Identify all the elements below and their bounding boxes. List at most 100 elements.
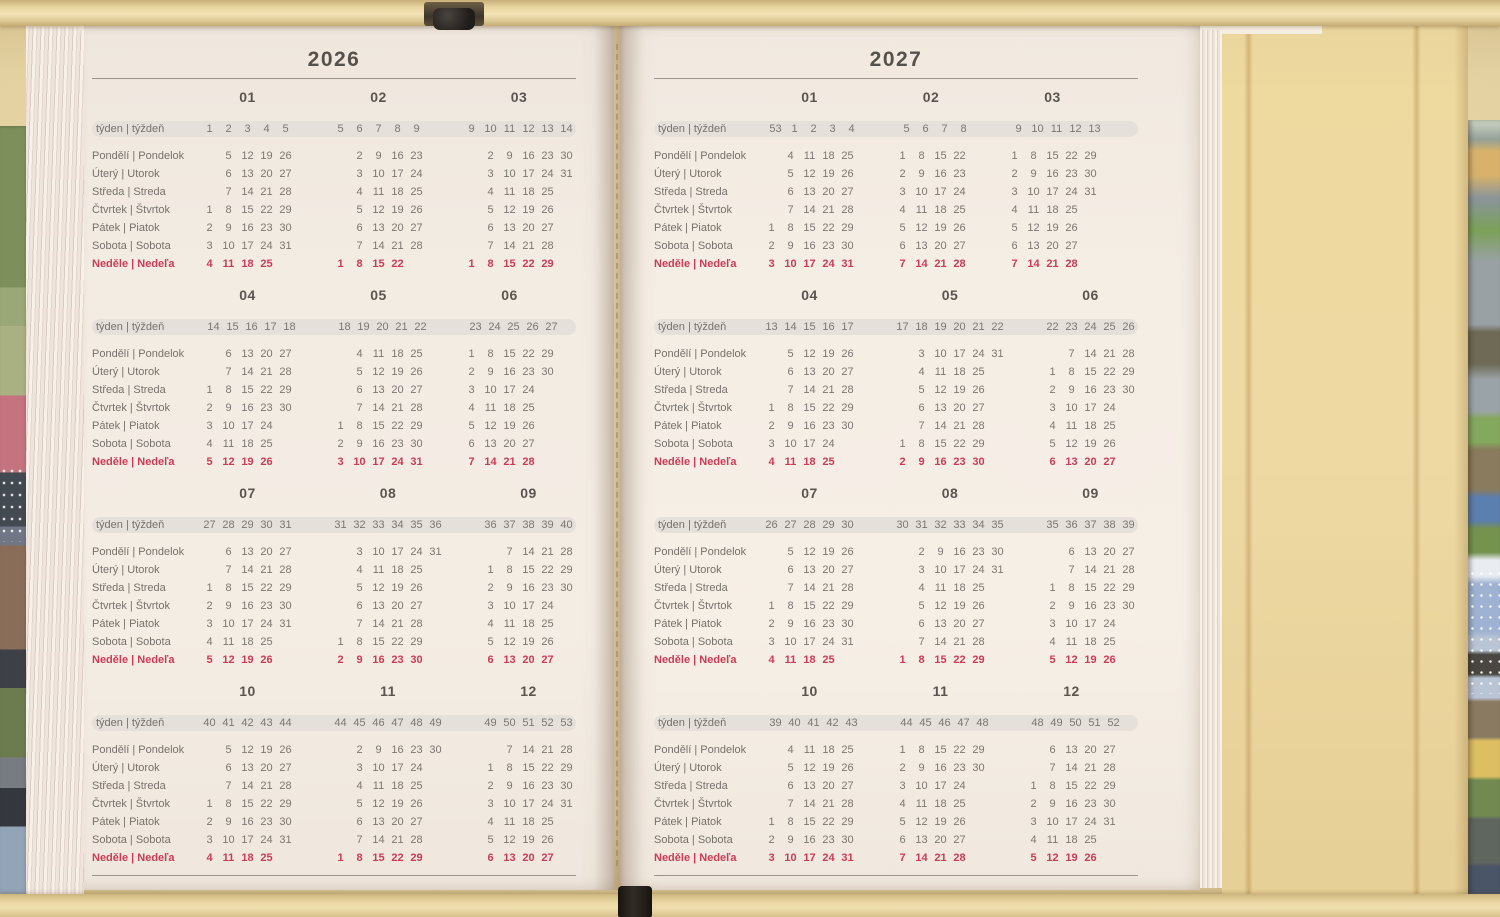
day-cell: 23 xyxy=(260,600,273,612)
day-cell: 22 xyxy=(822,600,835,612)
day-cell xyxy=(1043,543,1062,561)
day-cell xyxy=(557,813,576,831)
week-cell: 20 xyxy=(376,321,389,333)
cover-top-edge xyxy=(0,0,1500,26)
day-cell xyxy=(893,345,912,363)
week-cell: 30 xyxy=(260,519,273,531)
day-cell: 11 xyxy=(372,186,385,198)
day-cell: 22 xyxy=(260,798,273,810)
day-cell: 3 xyxy=(899,780,906,792)
day-label: Čtvrtek | Štvrtok xyxy=(654,798,733,810)
day-cell: 20 xyxy=(260,168,273,180)
day-cell xyxy=(538,381,557,399)
day-cell: 16 xyxy=(803,420,816,432)
week-cell: 35 xyxy=(1046,519,1059,531)
day-cell: 26 xyxy=(541,636,554,648)
day-cell: 11 xyxy=(784,654,797,666)
day-row: Pátek | Piatok 2 9 16 23 30 6 13 20 27 6 13 20 27 xyxy=(92,219,614,237)
day-cell xyxy=(331,201,350,219)
day-cell: 13 xyxy=(241,546,254,558)
day-cell: 13 xyxy=(503,222,516,234)
week-number-row: týden | týždeň 27 28 29 30 31 31 32 33 34 35 36 36 37… xyxy=(92,517,576,533)
week-cell: 39 xyxy=(1122,519,1135,531)
day-cell xyxy=(988,381,1007,399)
day-cell: 29 xyxy=(279,582,292,594)
day-cell xyxy=(969,831,988,849)
day-cell: 21 xyxy=(822,582,835,594)
day-cell: 5 xyxy=(487,636,494,648)
day-cell: 9 xyxy=(225,402,232,414)
week-cell: 33 xyxy=(953,519,966,531)
month-days-grid: 2 9 16 23 30 xyxy=(762,615,857,633)
day-cell: 19 xyxy=(503,420,516,432)
day-cell: 25 xyxy=(1103,420,1116,432)
week-cell: 35 xyxy=(410,519,423,531)
week-cell: 52 xyxy=(1107,717,1120,729)
day-label: Pátek | Piatok xyxy=(92,420,160,432)
day-cell: 15 xyxy=(934,744,947,756)
day-cell: 16 xyxy=(803,240,816,252)
day-cell: 14 xyxy=(241,564,254,576)
day-cell: 16 xyxy=(934,762,947,774)
day-cell: 28 xyxy=(279,564,292,576)
day-cell: 21 xyxy=(391,834,404,846)
day-cell: 31 xyxy=(841,258,854,270)
day-label: Čtvrtek | Štvrtok xyxy=(92,600,171,612)
day-cell: 27 xyxy=(972,402,985,414)
day-cell: 24 xyxy=(822,438,835,450)
week-cell: 5 xyxy=(903,123,910,135)
day-cell: 24 xyxy=(260,834,273,846)
week-cell: 31 xyxy=(279,519,292,531)
day-row: Pátek | Piatok 1 8 15 22 29 5 12 19 26 3 10 17 24 31 xyxy=(654,813,1200,831)
week-cell: 42 xyxy=(826,717,839,729)
day-cell xyxy=(200,759,219,777)
week-cell: 44 xyxy=(334,717,347,729)
day-cell: 8 xyxy=(356,852,363,864)
month-days-grid: 4 11 18 25 xyxy=(331,183,426,201)
day-cell xyxy=(276,255,295,273)
week-cell: 14 xyxy=(784,321,797,333)
day-cell: 7 xyxy=(787,384,794,396)
day-row: Pátek | Piatok 1 8 15 22 29 5 12 19 26 5 12 19 26 xyxy=(654,219,1200,237)
day-cell: 4 xyxy=(356,780,363,792)
day-cell: 15 xyxy=(1046,150,1059,162)
week-cell: 45 xyxy=(353,717,366,729)
day-cell xyxy=(969,849,988,867)
week-number-row: týden | týždeň 53 1 2 3 4 5 6 7 8 9 10 11 12 13 xyxy=(654,121,1138,137)
day-cell xyxy=(557,255,576,273)
day-cell: 30 xyxy=(972,456,985,468)
day-cell: 5 xyxy=(206,654,213,666)
day-label: Čtvrtek | Štvrtok xyxy=(92,204,171,216)
day-cell: 10 xyxy=(915,186,928,198)
day-cell: 7 xyxy=(787,582,794,594)
month-days-grid: 1 8 15 22 29 xyxy=(200,381,295,399)
month-weeks-grid: 18 19 20 21 22 xyxy=(335,319,430,335)
day-cell xyxy=(331,147,350,165)
day-cell: 1 xyxy=(1049,366,1056,378)
day-cell xyxy=(200,543,219,561)
day-cell: 13 xyxy=(803,564,816,576)
day-cell: 27 xyxy=(279,762,292,774)
day-cell: 2 xyxy=(356,744,363,756)
day-cell: 5 xyxy=(787,762,794,774)
day-cell: 10 xyxy=(784,438,797,450)
day-cell xyxy=(1043,561,1062,579)
day-label: Úterý | Utorok xyxy=(654,366,722,378)
day-cell: 26 xyxy=(279,150,292,162)
month-header: 12 xyxy=(1063,683,1080,699)
month-days-grid: 1 8 15 22 29 xyxy=(331,633,445,651)
month-days-grid: 3 10 17 24 xyxy=(893,183,969,201)
day-cell: 31 xyxy=(841,852,854,864)
day-cell: 28 xyxy=(1122,564,1135,576)
day-cell: 15 xyxy=(934,438,947,450)
day-cell: 19 xyxy=(822,546,835,558)
week-cell: 19 xyxy=(934,321,947,333)
day-cell: 2 xyxy=(768,618,775,630)
week-cell: 53 xyxy=(560,717,573,729)
day-label: Neděle | Nedeľa xyxy=(654,654,737,666)
day-cell: 5 xyxy=(356,204,363,216)
day-cell: 18 xyxy=(391,564,404,576)
day-cell: 28 xyxy=(560,546,573,558)
day-cell: 20 xyxy=(391,600,404,612)
day-cell: 5 xyxy=(487,834,494,846)
